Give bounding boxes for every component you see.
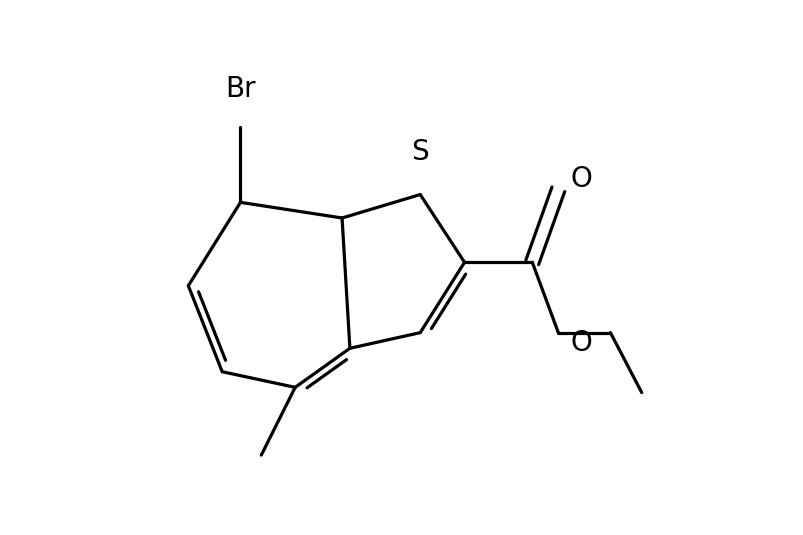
Text: S: S: [411, 138, 429, 166]
Text: O: O: [570, 329, 592, 357]
Text: O: O: [570, 165, 592, 193]
Text: Br: Br: [225, 75, 255, 103]
